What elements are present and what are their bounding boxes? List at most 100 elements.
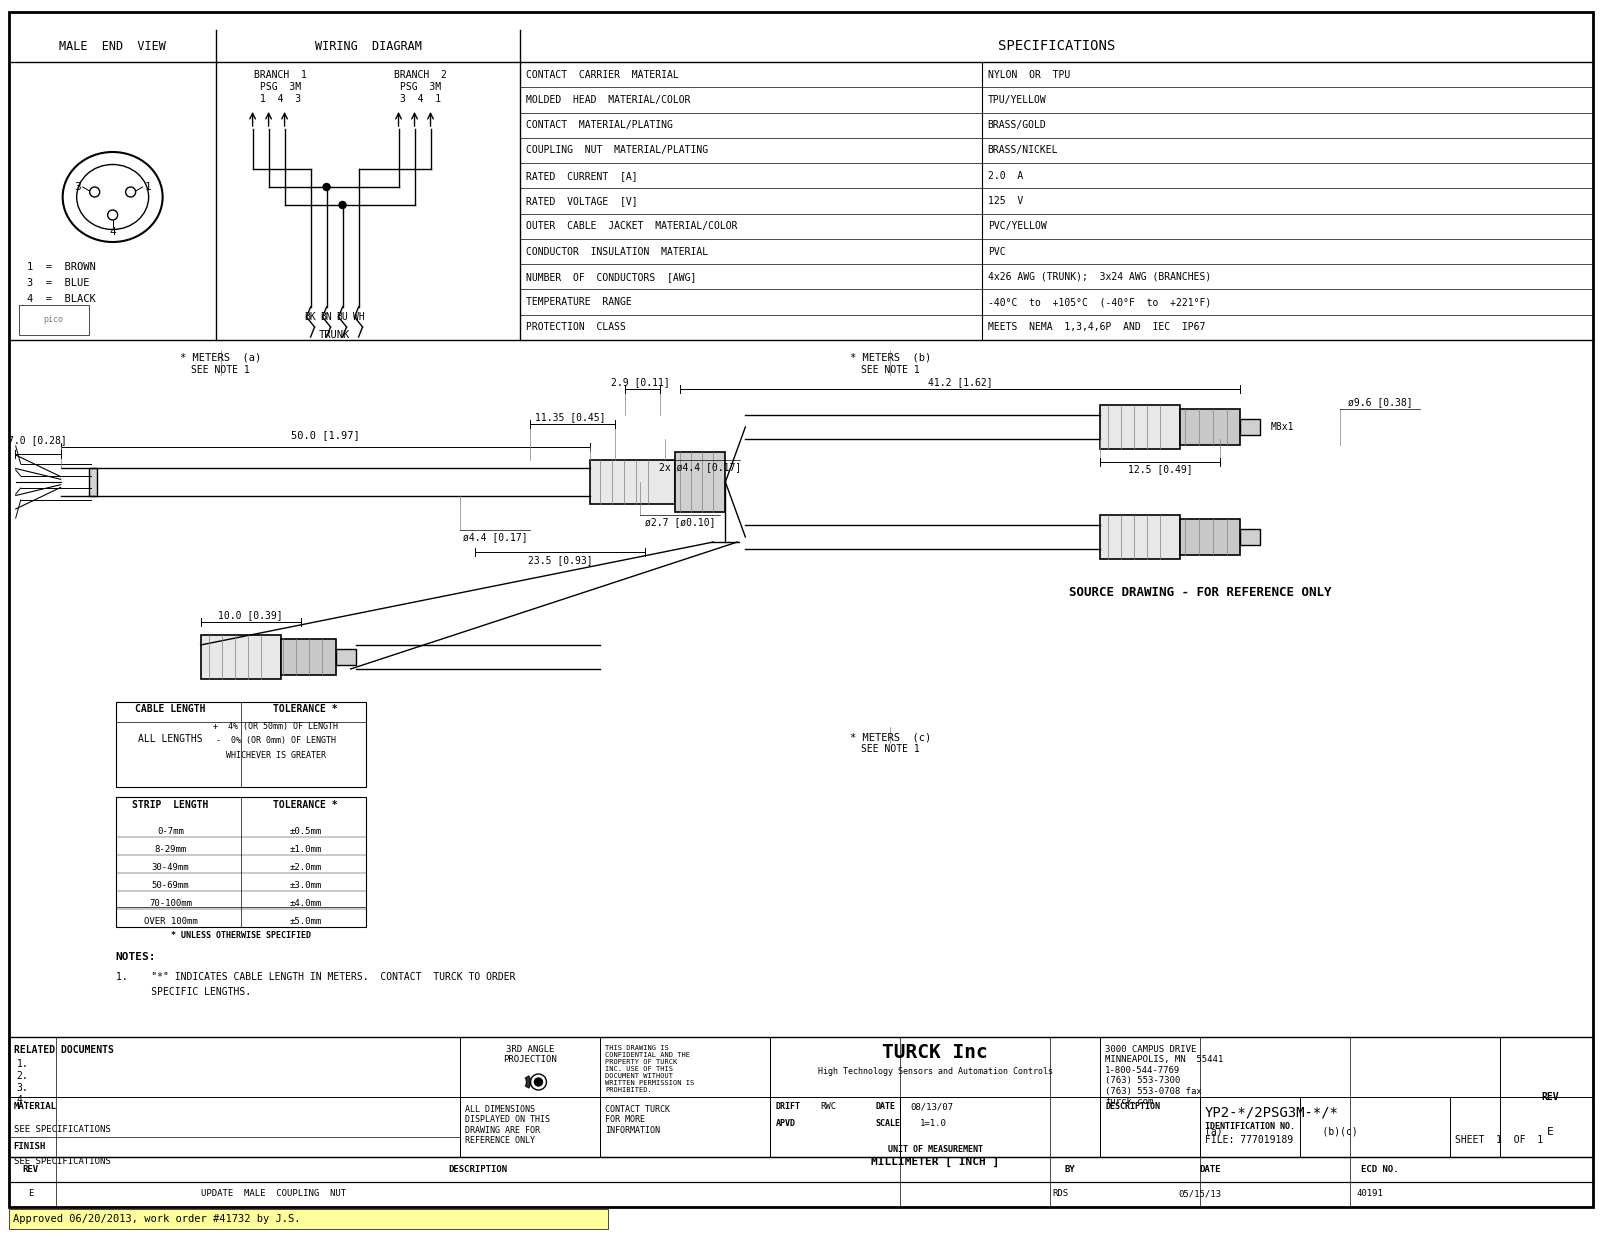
Text: STRIP  LENGTH: STRIP LENGTH [133, 800, 210, 810]
Text: TOLERANCE *: TOLERANCE * [274, 800, 338, 810]
Text: UPDATE  MALE  COUPLING  NUT: UPDATE MALE COUPLING NUT [200, 1190, 346, 1199]
Text: WH: WH [352, 312, 365, 322]
Text: 40191: 40191 [1357, 1190, 1384, 1199]
Text: ±2.0mm: ±2.0mm [290, 863, 322, 872]
Text: SCALE: SCALE [875, 1119, 901, 1128]
Text: 4.: 4. [16, 1095, 29, 1105]
Text: 41.2 [1.62]: 41.2 [1.62] [928, 377, 992, 387]
Text: SEE SPECIFICATIONS: SEE SPECIFICATIONS [14, 1157, 110, 1166]
Ellipse shape [77, 165, 149, 230]
Text: 3000 CAMPUS DRIVE
MINNEAPOLIS, MN  55441
1-800-544-7769
(763) 553-7300
(763) 553: 3000 CAMPUS DRIVE MINNEAPOLIS, MN 55441 … [1106, 1045, 1224, 1106]
Text: 12.5 [0.49]: 12.5 [0.49] [1128, 464, 1192, 474]
Text: SEE NOTE 1: SEE NOTE 1 [861, 365, 920, 375]
Bar [8, 1183, 1594, 1207]
Text: 3: 3 [74, 182, 82, 192]
Text: WHICHEVER IS GREATER: WHICHEVER IS GREATER [226, 751, 325, 760]
Text: 7.0 [0.28]: 7.0 [0.28] [8, 435, 67, 445]
Bar [8, 1209, 608, 1230]
Text: pico: pico [43, 315, 64, 324]
Text: WIRING  DIAGRAM: WIRING DIAGRAM [315, 40, 421, 52]
Text: COUPLING  NUT  MATERIAL/PLATING: COUPLING NUT MATERIAL/PLATING [526, 146, 709, 156]
Text: CONTACT TURCK
FOR MORE
INFORMATION: CONTACT TURCK FOR MORE INFORMATION [605, 1105, 670, 1134]
Text: SPECIFICATIONS: SPECIFICATIONS [998, 40, 1115, 53]
Text: YP2-*/2PSG3M-*/*: YP2-*/2PSG3M-*/* [1205, 1105, 1339, 1119]
Text: 4: 4 [109, 228, 117, 238]
Text: TEMPERATURE  RANGE: TEMPERATURE RANGE [526, 297, 632, 307]
Text: MILLIMETER [ INCH ]: MILLIMETER [ INCH ] [870, 1157, 1000, 1168]
Text: BRASS/GOLD: BRASS/GOLD [987, 120, 1046, 130]
Text: 4x26 AWG (TRUNK);  3x24 AWG (BRANCHES): 4x26 AWG (TRUNK); 3x24 AWG (BRANCHES) [987, 272, 1211, 282]
Text: 11.35 [0.45]: 11.35 [0.45] [536, 412, 606, 422]
Text: APVD: APVD [776, 1119, 795, 1128]
Text: DATE: DATE [875, 1102, 896, 1111]
Bar [1101, 404, 1181, 449]
Text: MEETS  NEMA  1,3,4,6P  AND  IEC  IP67: MEETS NEMA 1,3,4,6P AND IEC IP67 [987, 323, 1205, 333]
Bar [280, 640, 336, 675]
Text: 8-29mm: 8-29mm [155, 846, 187, 855]
Text: M8x1: M8x1 [1270, 422, 1294, 432]
Text: UNIT OF MEASUREMENT: UNIT OF MEASUREMENT [888, 1145, 982, 1154]
Bar [1101, 515, 1181, 559]
Text: SEE SPECIFICATIONS: SEE SPECIFICATIONS [14, 1124, 110, 1134]
Text: TOLERANCE *: TOLERANCE * [274, 704, 338, 714]
Text: 125  V: 125 V [987, 195, 1022, 207]
Text: BU: BU [336, 312, 349, 322]
Circle shape [126, 187, 136, 197]
Text: 50.0 [1.97]: 50.0 [1.97] [291, 430, 360, 440]
Bar [19, 306, 88, 335]
Bar [675, 452, 725, 512]
Text: RELATED DOCUMENTS: RELATED DOCUMENTS [14, 1045, 114, 1055]
Text: FILE: 777019189: FILE: 777019189 [1205, 1136, 1293, 1145]
Text: MOLDED  HEAD  MATERIAL/COLOR: MOLDED HEAD MATERIAL/COLOR [526, 95, 691, 105]
Bar [8, 1157, 1594, 1183]
Bar [590, 460, 675, 503]
Circle shape [90, 187, 99, 197]
Text: NOTES:: NOTES: [115, 952, 157, 962]
Text: RDS: RDS [1053, 1190, 1069, 1199]
Text: E: E [27, 1190, 34, 1199]
Text: PROTECTION  CLASS: PROTECTION CLASS [526, 323, 626, 333]
Text: MATERIAL: MATERIAL [14, 1102, 56, 1111]
Text: 2.: 2. [16, 1071, 29, 1081]
Text: 0-7mm: 0-7mm [157, 828, 184, 836]
Text: 3RD ANGLE
PROJECTION: 3RD ANGLE PROJECTION [504, 1045, 557, 1064]
Text: BN: BN [320, 312, 333, 322]
Text: CABLE LENGTH: CABLE LENGTH [136, 704, 206, 714]
Text: MALE  END  VIEW: MALE END VIEW [59, 40, 165, 52]
Text: ø4.4 [0.17]: ø4.4 [0.17] [462, 532, 528, 542]
Bar [115, 703, 365, 787]
Circle shape [339, 202, 346, 209]
Bar [115, 797, 365, 927]
Text: 1=1.0: 1=1.0 [920, 1119, 947, 1128]
Text: 23.5 [0.93]: 23.5 [0.93] [528, 555, 592, 565]
Text: DESCRIPTION: DESCRIPTION [448, 1165, 507, 1174]
Text: REV: REV [1541, 1092, 1558, 1102]
Text: 3  4  1: 3 4 1 [400, 94, 442, 104]
Text: CONTACT  CARRIER  MATERIAL: CONTACT CARRIER MATERIAL [526, 69, 680, 79]
Text: DATE: DATE [1200, 1165, 1221, 1174]
Text: TURCK Inc: TURCK Inc [883, 1043, 989, 1061]
Text: DRIFT: DRIFT [776, 1102, 800, 1111]
Text: 50-69mm: 50-69mm [152, 882, 189, 891]
Ellipse shape [62, 152, 163, 242]
Text: SHEET  1  OF  1: SHEET 1 OF 1 [1454, 1136, 1542, 1145]
Text: High Technology Sensors and Automation Controls: High Technology Sensors and Automation C… [818, 1068, 1053, 1076]
Text: BRANCH  2: BRANCH 2 [394, 71, 446, 80]
Text: BK: BK [304, 312, 317, 322]
Circle shape [534, 1077, 542, 1086]
Text: 10.0 [0.39]: 10.0 [0.39] [218, 610, 283, 620]
Text: TRUNK: TRUNK [318, 330, 350, 340]
Text: FINISH: FINISH [14, 1142, 46, 1150]
Text: ±1.0mm: ±1.0mm [290, 846, 322, 855]
Text: OUTER  CABLE  JACKET  MATERIAL/COLOR: OUTER CABLE JACKET MATERIAL/COLOR [526, 221, 738, 231]
Text: 3  =  BLUE: 3 = BLUE [27, 278, 90, 288]
Text: 30-49mm: 30-49mm [152, 863, 189, 872]
Bar [88, 468, 96, 496]
Text: 2.9 [0.11]: 2.9 [0.11] [611, 377, 670, 387]
Text: REV: REV [22, 1165, 38, 1174]
Text: RATED  CURRENT  [A]: RATED CURRENT [A] [526, 171, 638, 181]
Text: 05/15/13: 05/15/13 [1179, 1190, 1222, 1199]
Text: IDENTIFICATION NO.: IDENTIFICATION NO. [1205, 1122, 1294, 1131]
Text: ±5.0mm: ±5.0mm [290, 918, 322, 927]
Text: 2.0  A: 2.0 A [987, 171, 1022, 181]
